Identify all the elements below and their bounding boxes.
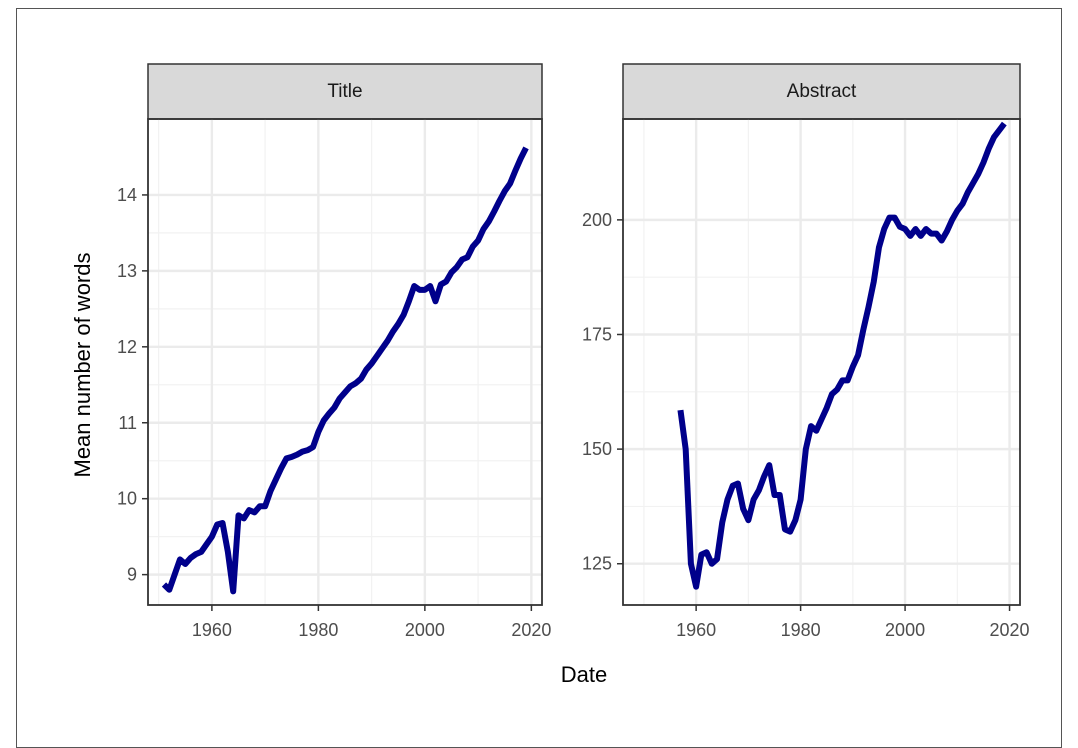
figure-frame [16, 8, 1062, 748]
y-tick-label: 10 [117, 489, 137, 509]
x-tick-label: 1960 [192, 620, 232, 640]
y-tick-label: 13 [117, 261, 137, 281]
series-line [677, 121, 1007, 590]
panel-abstract: Abstract 1960 1980 2000 2020 125 150 175 200 [582, 63, 1030, 640]
grid [623, 119, 1020, 605]
x-tick-label: 1960 [676, 620, 716, 640]
x-tick-label: 2020 [511, 620, 551, 640]
y-tick-label: 14 [117, 185, 137, 205]
plot-area: 1960 1980 2000 2020 9 10 11 12 13 14 [117, 118, 551, 640]
y-tick-label: 11 [118, 413, 137, 433]
x-tick-label: 1980 [298, 620, 338, 640]
y-tick-label: 150 [582, 439, 612, 459]
strip-background [622, 63, 1021, 120]
grid [148, 119, 542, 605]
y-tick-label: 9 [127, 565, 137, 585]
y-tick-label: 200 [582, 210, 612, 230]
y-tick-label: 12 [117, 337, 137, 357]
x-tick-label: 2000 [405, 620, 445, 640]
x-tick-label: 2000 [885, 620, 925, 640]
y-axis-title: Mean number of words [70, 253, 95, 478]
series-line [161, 146, 529, 595]
panel-border [622, 118, 1021, 606]
plot-area: 1960 1980 2000 2020 125 150 175 200 [582, 118, 1030, 640]
panel-title: Title 1960 1980 2000 2020 9 10 11 12 13 14 [117, 63, 551, 640]
y-tick-label: 125 [582, 554, 612, 574]
strip-background [147, 63, 543, 120]
panel-border [147, 118, 543, 606]
strip-label: Abstract [787, 81, 857, 102]
x-tick-label: 1980 [781, 620, 821, 640]
y-tick-label: 175 [582, 324, 612, 344]
x-tick-label: 2020 [990, 620, 1030, 640]
strip-label: Title [327, 81, 362, 102]
x-axis-title: Date [561, 662, 607, 687]
